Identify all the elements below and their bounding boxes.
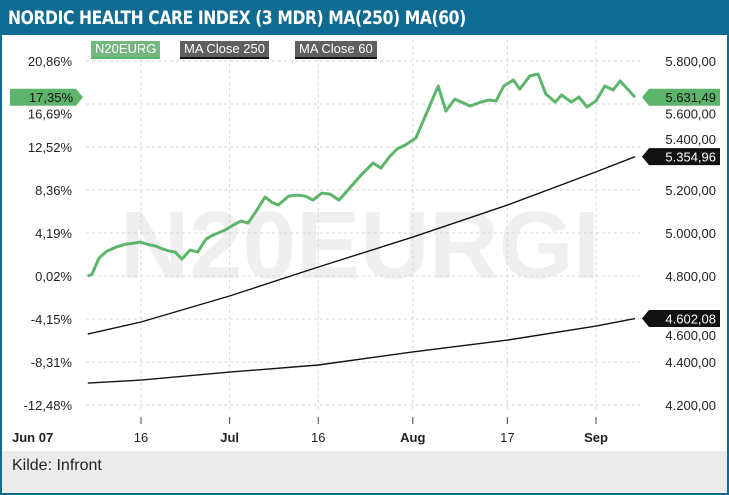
source-label: Kilde: Infront [12, 457, 102, 474]
right-axis-tick-label: 4.600,00 [665, 328, 716, 343]
left-axis-tick-label: -4,15% [31, 312, 73, 327]
chart-plot: N20EURGI 20,86% 5.800,00 16,69% 5.600,00 12,5… [10, 40, 720, 445]
left-axis-tick-label: -8,31% [31, 355, 73, 370]
right-axis-tick-label: 4.400,00 [665, 355, 716, 370]
legend-ma-close-60[interactable]: MA Close 60 [295, 41, 377, 59]
chart-title-text: NORDIC HEALTH CARE INDEX (3 MDR) MA(250)… [8, 7, 466, 29]
x-axis-tick-label: 16 [134, 430, 148, 445]
right-axis-tick-label: 4.800,00 [665, 269, 716, 284]
last-value-tag-ma-close-250: 5.354,96 [665, 150, 716, 165]
last-value-tag-n20eurg: 5.631,49 [665, 90, 716, 105]
right-axis-tick-label: 5.200,00 [665, 183, 716, 198]
last-value-tag-ma-close-60: 4.602,08 [665, 312, 716, 327]
left-axis-tick-label: 4,19% [35, 226, 72, 241]
left-axis-tick-label: 8,36% [35, 183, 72, 198]
left-axis-tick-label: 20,86% [28, 54, 73, 69]
source-footer: Kilde: Infront [2, 451, 727, 493]
x-axis-tick-label: Jul [220, 430, 239, 445]
last-value-tag-ma-close-250-bg [642, 148, 720, 166]
series-line-n20eurg [87, 72, 637, 278]
right-axis-tick-label: 4.200,00 [665, 398, 716, 413]
last-value-tag-left: 17,35% [29, 90, 74, 105]
legend-n20eurg[interactable]: N20EURG [91, 41, 161, 59]
left-axis-tick-label: 0,02% [35, 269, 72, 284]
x-axis-tick-label: 17 [500, 430, 514, 445]
last-value-tag-left-bg [10, 88, 83, 106]
right-axis-tick-label: 5.600,00 [665, 107, 716, 122]
x-axis-tick-label: Jun 07 [12, 430, 53, 445]
watermark: N20EURGI [120, 192, 600, 299]
x-axis-tick-label: 16 [311, 430, 325, 445]
left-axis-tick-label: 12,52% [28, 140, 73, 155]
series-line-ma-close-60 [87, 317, 636, 384]
legend-ma-close-250[interactable]: MA Close 250 [180, 41, 269, 59]
series-line-ma-close-250 [87, 156, 636, 335]
right-axis-tick-label: 5.800,00 [665, 54, 716, 69]
right-axis-tick-label: 5.000,00 [665, 226, 716, 241]
last-value-tag-ma-close-60-bg [642, 310, 720, 328]
x-axis-tick-label: Sep [584, 430, 608, 445]
left-axis-tick-label: -12,48% [24, 398, 73, 413]
x-axis-tick-label: Aug [400, 430, 425, 445]
last-value-tag-n20eurg-bg [642, 88, 720, 106]
chart-title: NORDIC HEALTH CARE INDEX (3 MDR) MA(250)… [2, 2, 729, 35]
left-axis-tick-label: 16,69% [28, 107, 73, 122]
right-axis-tick-label: 5.400,00 [665, 132, 716, 147]
